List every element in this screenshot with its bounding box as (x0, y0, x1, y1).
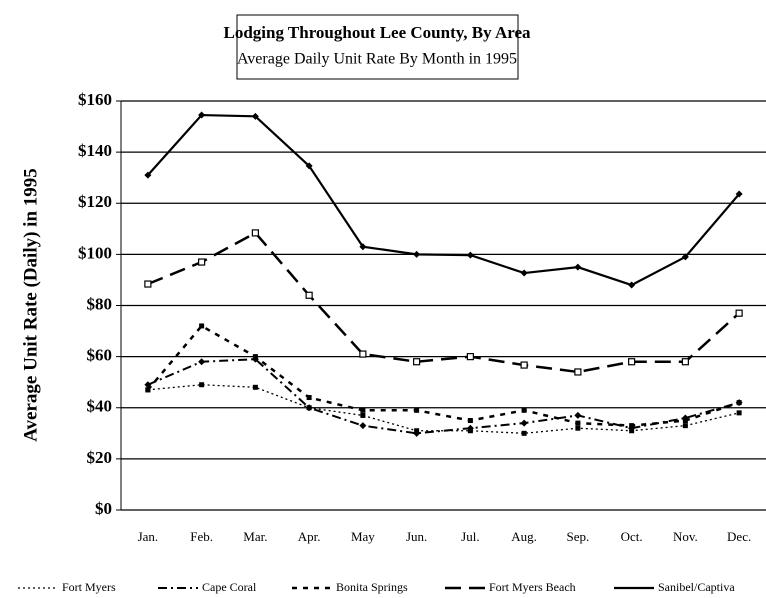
legend-label: Bonita Springs (336, 580, 408, 594)
point (521, 430, 527, 436)
point (521, 407, 527, 413)
series-line (147, 113, 740, 287)
point (251, 229, 259, 237)
point (198, 111, 206, 119)
point (199, 382, 205, 388)
x-tick-label: Apr. (298, 529, 321, 544)
legend-label: Fort Myers Beach (489, 580, 576, 594)
y-tick-label: $0 (95, 499, 112, 518)
point (466, 251, 474, 259)
legend-label: Cape Coral (202, 580, 257, 594)
point (413, 429, 421, 437)
point (306, 395, 312, 401)
x-tick-label: Oct. (621, 529, 643, 544)
x-tick-label: Aug. (511, 529, 537, 544)
point (359, 422, 367, 430)
x-tick-label: Mar. (243, 529, 267, 544)
point (252, 354, 258, 360)
x-tick-label: Nov. (673, 529, 698, 544)
series-line (147, 231, 740, 374)
point (359, 350, 367, 358)
point (574, 263, 582, 271)
y-tick-label: $120 (78, 192, 112, 211)
point (360, 407, 366, 413)
point (520, 361, 528, 369)
point (520, 269, 528, 277)
point (413, 250, 421, 258)
point (305, 291, 313, 299)
series-line (146, 324, 740, 427)
point (682, 418, 688, 424)
x-tick-label: Sep. (567, 529, 590, 544)
title-box (236, 14, 519, 80)
x-tick-label: Jul. (461, 529, 479, 544)
point (736, 410, 742, 416)
point (628, 281, 636, 289)
point (144, 280, 152, 288)
y-tick-label: $60 (87, 346, 113, 365)
point (628, 358, 636, 366)
point (252, 384, 258, 390)
point (414, 407, 420, 413)
point (359, 243, 367, 251)
x-tick-label: Feb. (190, 529, 213, 544)
point (575, 425, 581, 431)
point (682, 423, 688, 429)
x-tick-label: Jan. (138, 529, 159, 544)
point (735, 190, 743, 198)
point (466, 353, 474, 361)
y-axis-label: Average Unit Rate (Daily) in 1995 (20, 168, 41, 442)
point (735, 309, 743, 317)
y-tick-label: $80 (87, 294, 113, 313)
x-tick-label: May (351, 529, 375, 544)
chart-subtitle: Average Daily Unit Rate By Month in 1995 (237, 51, 517, 68)
point (360, 412, 366, 418)
legend-label: Sanibel/Captiva (658, 580, 735, 594)
legend-label: Fort Myers (62, 580, 116, 594)
point (251, 112, 259, 120)
point (575, 420, 581, 426)
point (681, 253, 689, 261)
point (681, 358, 689, 366)
point (629, 423, 635, 429)
y-tick-label: $160 (78, 90, 112, 109)
point (198, 258, 206, 266)
point (199, 323, 205, 329)
point (574, 368, 582, 376)
point (413, 358, 421, 366)
y-tick-label: $100 (78, 243, 112, 262)
x-tick-label: Jun. (406, 529, 427, 544)
point (520, 419, 528, 427)
point (144, 171, 152, 179)
point (198, 358, 206, 366)
series-line (147, 384, 740, 434)
chart-title: Lodging Throughout Lee County, By Area (223, 23, 531, 42)
point (466, 424, 474, 432)
point (145, 387, 151, 393)
y-tick-label: $140 (78, 141, 112, 160)
point (736, 400, 742, 406)
y-tick-label: $20 (87, 448, 113, 467)
point (467, 418, 473, 424)
point (305, 162, 313, 170)
y-tick-label: $40 (87, 397, 113, 416)
point (574, 411, 582, 419)
x-tick-label: Dec. (727, 529, 751, 544)
point (305, 404, 313, 412)
series-line (147, 358, 740, 435)
